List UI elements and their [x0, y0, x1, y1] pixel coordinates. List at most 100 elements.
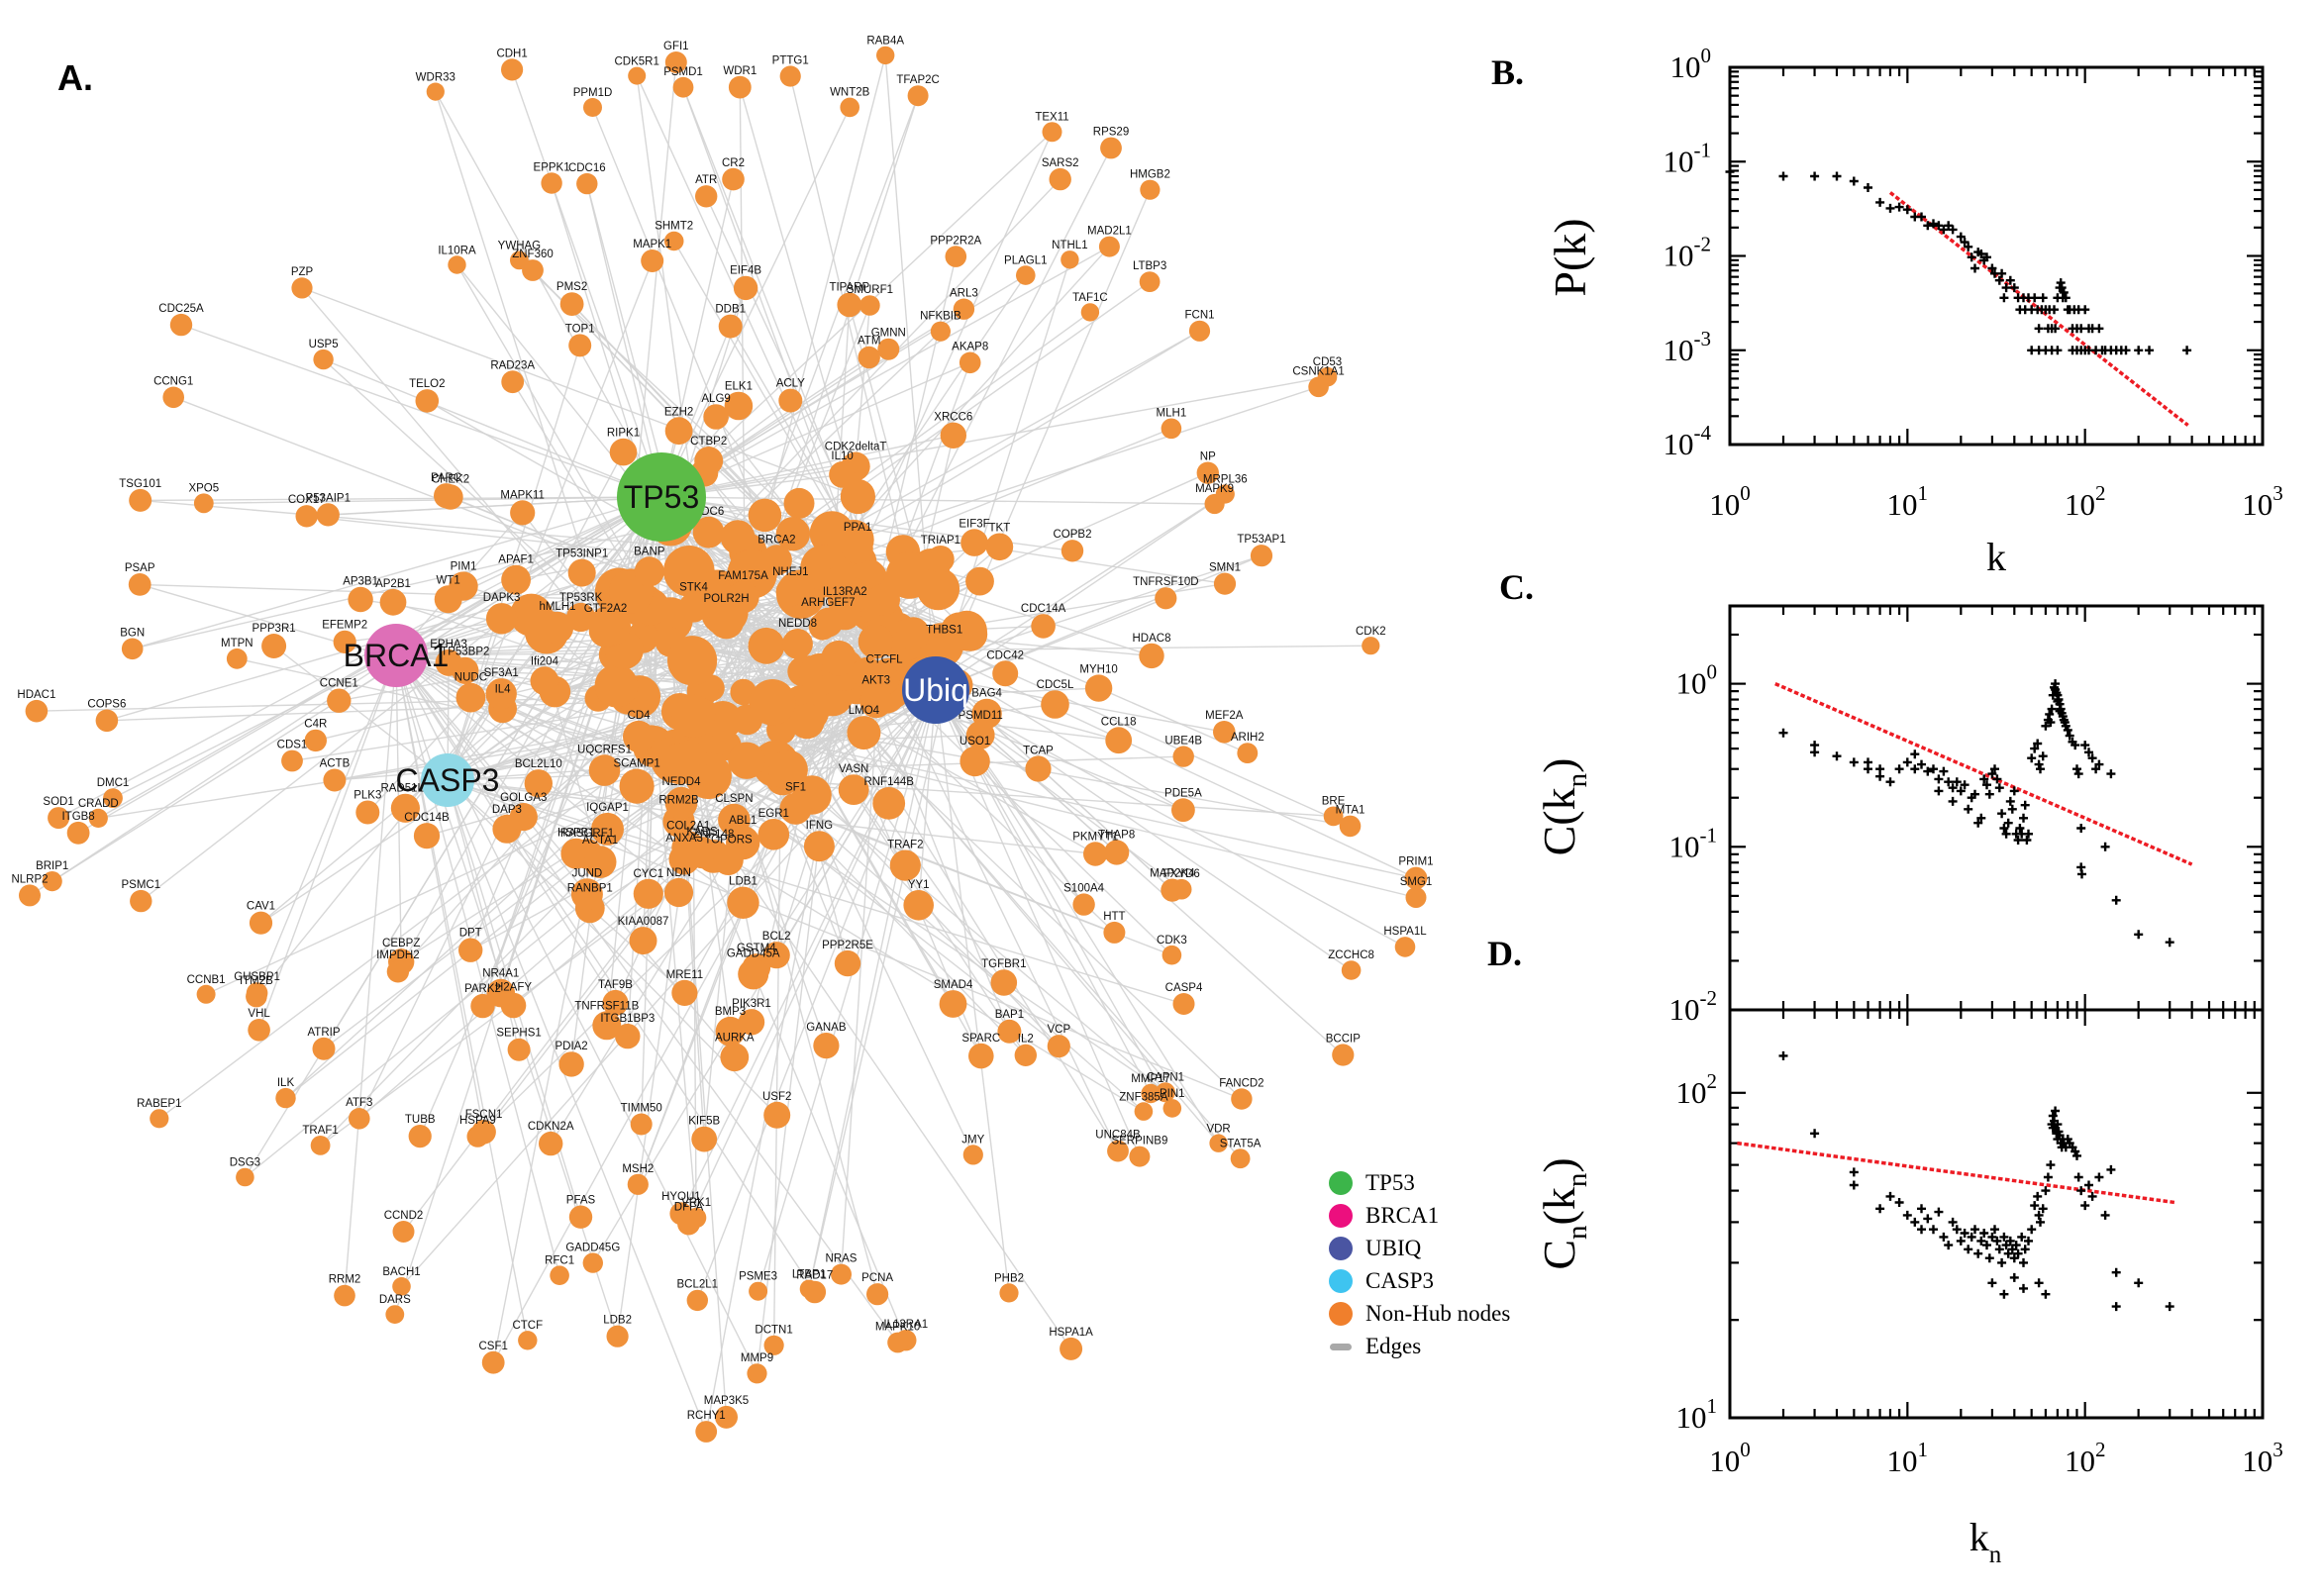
non-hub-node — [1084, 674, 1113, 702]
gene-label: SEPHS1 — [496, 1028, 541, 1040]
gene-label: HDAC1 — [17, 689, 55, 701]
gene-label: TRAF2 — [887, 840, 923, 851]
non-hub-node — [1134, 1102, 1154, 1121]
gene-label: TKT — [989, 523, 1011, 535]
non-hub-node — [1362, 637, 1380, 655]
gene-label: H2AFY — [495, 982, 532, 994]
non-hub-node — [510, 500, 536, 526]
gene-label: KARS — [686, 826, 718, 838]
gene-label: TELO2 — [409, 378, 445, 390]
legend-item-label: UBIQ — [1365, 1236, 1422, 1260]
non-hub-node — [803, 831, 835, 862]
gene-label: MRE11 — [666, 969, 704, 981]
gene-label: CDC5L — [1037, 679, 1074, 691]
non-hub-node — [775, 517, 811, 551]
gene-label: CDC14A — [1021, 603, 1066, 615]
casp3-dot-icon — [1329, 1269, 1353, 1293]
gene-label: ATM — [858, 336, 880, 348]
y-tick-label: 10-3 — [1664, 327, 1712, 367]
gene-label: AKAP8 — [952, 342, 988, 353]
gene-label: BAG4 — [971, 688, 1002, 700]
gene-label: MMP17 — [1131, 1073, 1170, 1085]
x-tick-labels: 100 101 102 103 — [1709, 481, 2283, 522]
scatter-points — [1778, 1050, 2174, 1312]
non-hub-node — [570, 878, 603, 911]
gene-label: TIPARP — [829, 282, 869, 294]
gene-label: LDB2 — [603, 1315, 632, 1327]
non-hub-node — [629, 927, 657, 955]
legend-item-casp3: CASP3 — [1329, 1268, 1510, 1294]
gene-label: NDN — [666, 867, 691, 879]
gene-label: DCTN1 — [755, 1325, 792, 1337]
gene-label: BGN — [120, 628, 145, 640]
non-hub-node — [748, 627, 785, 664]
non-hub-node — [641, 249, 664, 272]
non-hub-node — [763, 1335, 784, 1355]
gene-label: RAD17 — [796, 1270, 833, 1282]
non-hub-node — [594, 663, 639, 708]
non-hub-node — [834, 949, 861, 977]
gene-label: CDC25A — [158, 303, 204, 315]
gene-label: CEBPZ — [382, 938, 420, 949]
non-hub-node — [813, 1033, 840, 1059]
non-hub-node — [663, 877, 694, 908]
non-hub-node — [927, 546, 955, 573]
panel-b-label: B. — [1491, 52, 1525, 92]
x-tick-label: 101 — [1887, 1438, 1929, 1478]
gene-label: BCCIP — [1326, 1033, 1361, 1045]
gene-label: ARL3 — [950, 288, 978, 300]
network-hub-nodes: TP53 BRCA1 Ubiq CASP3 — [344, 452, 969, 807]
gene-label: RIPK1 — [607, 428, 640, 440]
gene-label: UBE4B — [1164, 735, 1202, 747]
gene-label: DAPK3 — [483, 592, 521, 604]
gene-label: PSME3 — [739, 1271, 777, 1283]
non-hub-node — [1308, 376, 1329, 398]
gene-label: ITM2B — [240, 975, 273, 987]
non-hub-node — [470, 993, 495, 1019]
gene-label: TP53BP2 — [441, 647, 489, 658]
non-hub-node — [501, 564, 531, 595]
y-tick-labels: 100 10-1 10-2 10-3 10-4 — [1664, 44, 1712, 461]
gene-label: CDK5R1 — [615, 56, 659, 68]
non-hub-node — [708, 604, 745, 640]
non-hub-node — [1213, 721, 1236, 744]
non-hub-node — [1103, 921, 1126, 944]
gene-label: CTCFL — [865, 653, 903, 665]
gene-label: TCAP — [1023, 745, 1054, 756]
gene-label: GADD45A — [727, 948, 780, 960]
non-hub-node — [990, 969, 1018, 996]
gene-label: PDE5A — [1164, 787, 1202, 799]
non-hub-node — [999, 1283, 1019, 1303]
hub-label-casp3: CASP3 — [396, 762, 500, 798]
non-hub-node — [1162, 945, 1182, 965]
gene-label: RPS29 — [1093, 127, 1129, 139]
non-hub-node — [485, 678, 517, 710]
non-hub-node — [821, 640, 857, 676]
gene-label: TIMM50 — [621, 1103, 662, 1115]
non-hub-node — [606, 1325, 629, 1347]
gene-label: HSPA1A — [1049, 1327, 1093, 1339]
y-tick-label: 101 — [1676, 1394, 1718, 1435]
non-hub-node — [539, 1131, 563, 1156]
gene-label: ILK — [277, 1077, 295, 1089]
non-hub-node — [507, 1038, 531, 1061]
non-hub-node — [748, 498, 782, 533]
gene-label: FSCN1 — [465, 1109, 503, 1121]
non-hub-node — [634, 556, 664, 587]
gene-label: SARS2 — [1042, 157, 1079, 169]
non-hub-node — [962, 1145, 983, 1165]
gene-label: ACTA1 — [582, 835, 618, 847]
non-hub-node — [323, 768, 347, 792]
non-hub-node — [413, 823, 441, 849]
gene-label: PIN1 — [1160, 1088, 1185, 1100]
non-hub-node — [670, 740, 708, 777]
non-hub-node — [829, 461, 856, 488]
axis-title: Cn(kn) — [1534, 1157, 1593, 1269]
gene-label: CTBP2 — [690, 436, 727, 448]
gene-label: ARHGEF7 — [801, 597, 855, 609]
non-hub-node — [619, 768, 655, 804]
non-hub-node — [509, 803, 538, 832]
scatter-points — [1778, 679, 2174, 948]
gene-label: DAP3 — [492, 804, 522, 816]
fit-line — [1737, 1141, 2175, 1205]
